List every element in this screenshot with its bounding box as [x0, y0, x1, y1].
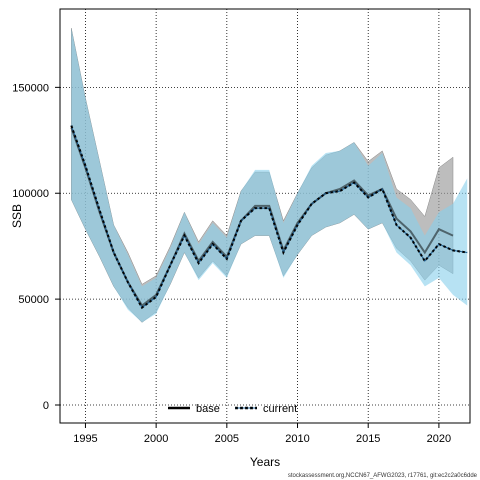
series-line-current-accent [70, 125, 468, 309]
footnote: stockassessment.org,NCCN67_AFWG2023, r17… [288, 473, 478, 479]
ci-band-layer [71, 28, 468, 323]
y-tick-label: 0 [43, 400, 49, 412]
ci-band-current [71, 28, 468, 323]
legend-label-base: base [196, 403, 220, 415]
x-tick-label: 2000 [144, 433, 168, 445]
series-line-layer [70, 125, 468, 310]
legend: base current [168, 403, 297, 415]
legend-label-current: current [263, 403, 297, 415]
x-tick-label: 2010 [285, 433, 309, 445]
x-tick-label: 2005 [215, 433, 239, 445]
y-tick-label: 100000 [12, 188, 49, 200]
series-line-current [70, 125, 468, 310]
x-tick-label: 1995 [73, 433, 97, 445]
x-axis-title: Years [250, 455, 280, 469]
plot-frame [59, 8, 471, 424]
x-axis: 1995 2000 2005 2010 2015 2020 [73, 423, 451, 445]
y-tick-label: 50000 [18, 294, 49, 306]
y-axis: 0 50000 100000 150000 [12, 82, 60, 412]
y-axis-title: SSB [10, 204, 24, 228]
x-tick-label: 2015 [356, 433, 380, 445]
x-tick-label: 2020 [427, 433, 451, 445]
y-tick-label: 150000 [12, 82, 49, 94]
